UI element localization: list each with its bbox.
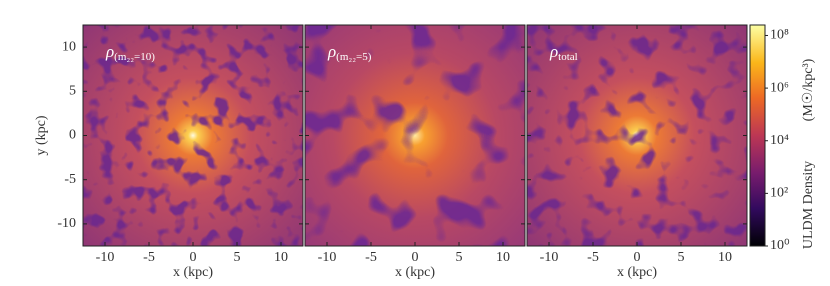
x-tick-label: 5	[678, 250, 685, 265]
y-axis-label: y (kpc)	[34, 115, 49, 155]
x-tick-label: -5	[365, 250, 377, 265]
title-subscript: total	[558, 51, 578, 63]
y-tick-label: 0	[69, 128, 76, 143]
x-tick-label: -5	[143, 250, 155, 265]
y-tick-label: 5	[69, 84, 76, 99]
panel-title: ρtotal	[549, 42, 578, 63]
title-subscript: (m₂₂=10)	[114, 51, 155, 63]
colorbar-tick-label: 10²	[770, 186, 788, 201]
colorbar-unit: (M☉/kpc³)	[801, 58, 816, 121]
colorbar-tick-label: 10⁴	[770, 133, 789, 148]
title-symbol: ρ	[327, 42, 336, 61]
x-axis-label: x (kpc)	[395, 265, 435, 280]
x-tick-label: 10	[496, 250, 510, 265]
density-structure	[83, 25, 303, 246]
x-tick-label: 5	[456, 250, 463, 265]
x-tick-label: -10	[540, 250, 559, 265]
title-symbol: ρ	[549, 42, 558, 61]
density-structure	[527, 25, 747, 246]
x-tick-label: 5	[234, 250, 241, 265]
x-tick-label: -10	[318, 250, 337, 265]
y-tick-label: 10	[62, 39, 76, 54]
y-tick-label: -5	[64, 172, 76, 187]
colorbar	[749, 24, 766, 247]
panel-title: ρ(m₂₂=10)	[105, 42, 155, 63]
x-tick-label: -5	[587, 250, 599, 265]
colorbar-label: ULDM Density	[801, 161, 816, 249]
x-tick-label: 0	[634, 250, 641, 265]
x-tick-label: 0	[190, 250, 197, 265]
y-tick-label: -10	[57, 216, 76, 231]
x-tick-label: 0	[412, 250, 419, 265]
title-subscript: (m₂₂=5)	[336, 51, 372, 63]
colorbar-tick-label: 10⁸	[770, 28, 789, 43]
x-tick-label: 10	[718, 250, 732, 265]
colorbar-tick-label: 10⁶	[770, 80, 789, 95]
x-tick-label: 10	[274, 250, 288, 265]
x-tick-label: -10	[96, 250, 115, 265]
density-structure	[305, 25, 525, 246]
panel-title: ρ(m₂₂=5)	[327, 42, 372, 63]
x-axis-label: x (kpc)	[617, 265, 657, 280]
colorbar-tick-label: 10⁰	[770, 238, 790, 253]
title-symbol: ρ	[105, 42, 114, 61]
x-axis-label: x (kpc)	[173, 265, 213, 280]
